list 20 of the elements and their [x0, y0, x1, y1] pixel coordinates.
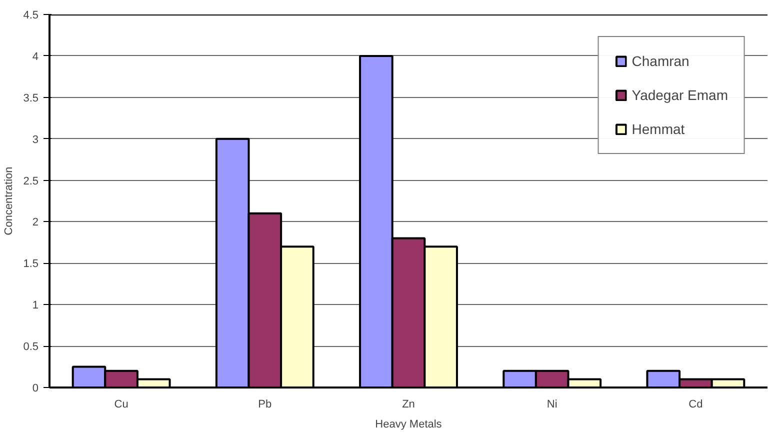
- y-tick-label: 4: [32, 50, 39, 63]
- y-tick-label: 2.5: [23, 175, 39, 188]
- y-tick-label: 0: [32, 382, 39, 394]
- y-tick-label: 3: [32, 134, 39, 146]
- legend-label: Yadegar Emam: [632, 87, 728, 103]
- legend-label: Chamran: [632, 53, 690, 69]
- x-tick-label: Cu: [114, 398, 128, 410]
- y-tick-label: 0.5: [23, 341, 39, 354]
- y-tick-label: 4.5: [23, 10, 39, 22]
- y-axis-title: Concentration: [3, 166, 16, 236]
- y-tick-label: 2: [32, 216, 39, 229]
- x-tick-label: Pb: [258, 398, 272, 410]
- x-tick-label: Cd: [688, 398, 703, 410]
- x-tick-label: Ni: [546, 398, 558, 410]
- y-tick-label: 1.5: [23, 258, 39, 270]
- y-tick-label: 3.5: [23, 92, 39, 104]
- x-axis-title: Heavy Metals: [375, 418, 442, 430]
- legend-label: Hemmat: [632, 121, 685, 137]
- x-tick-label: Zn: [402, 398, 415, 410]
- y-tick-label: 1: [32, 300, 39, 312]
